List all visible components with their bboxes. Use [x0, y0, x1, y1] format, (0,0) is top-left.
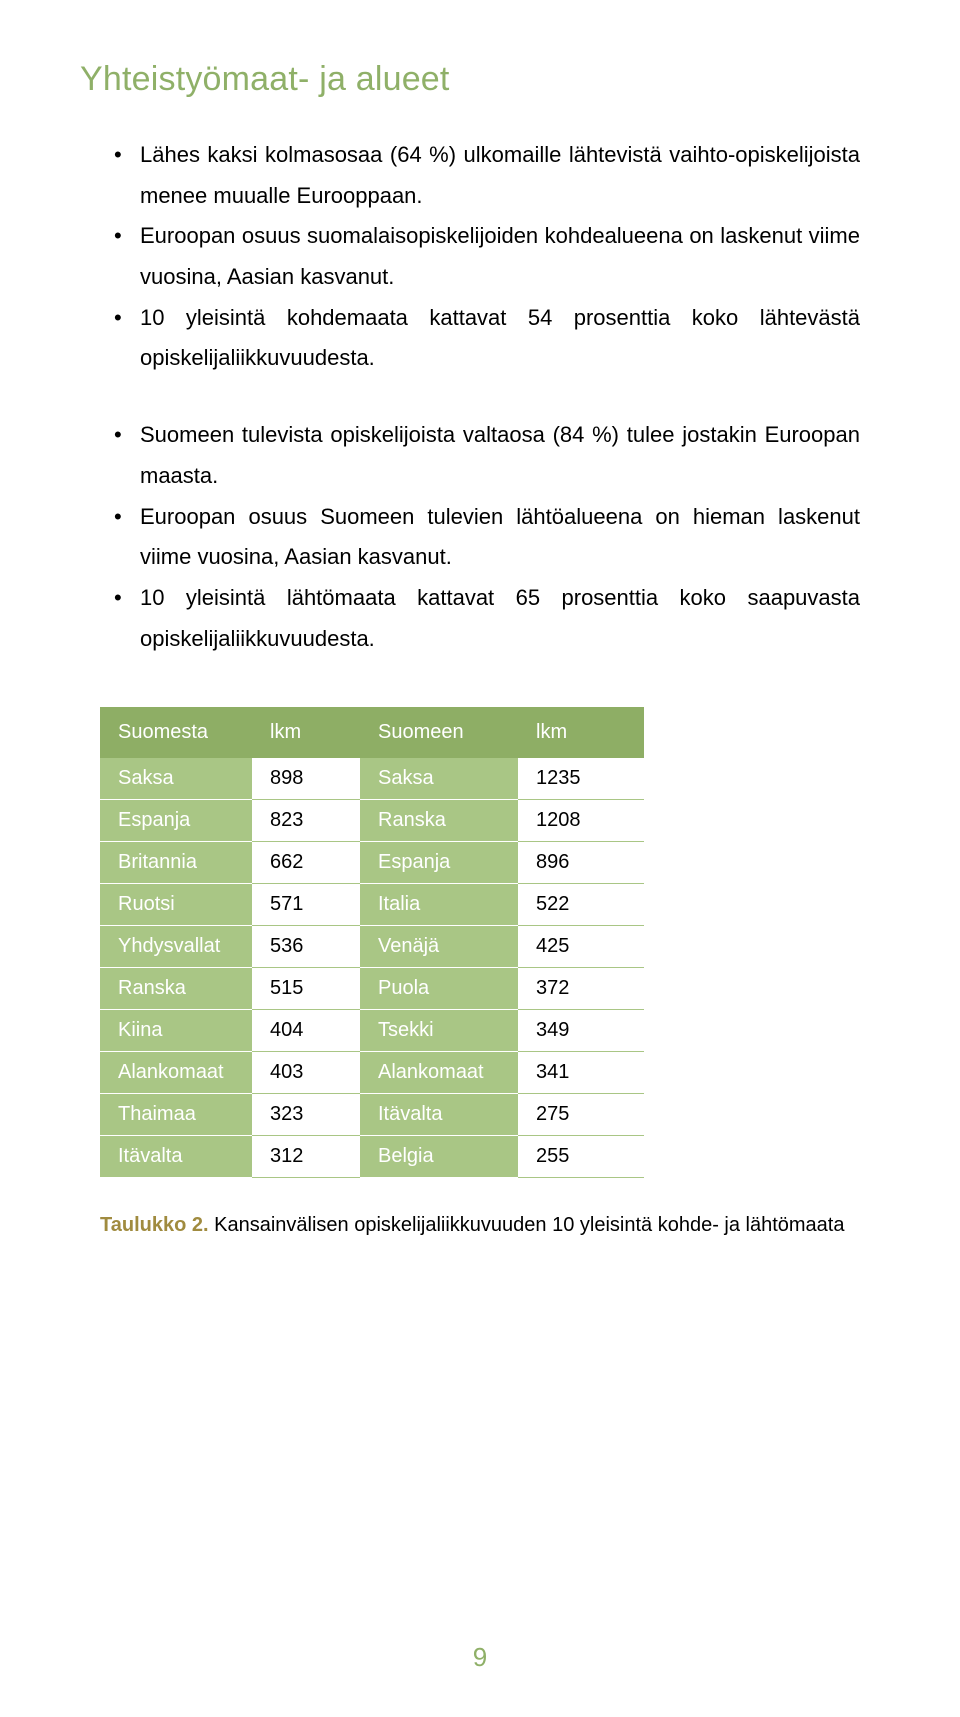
table-row: Yhdysvallat 536 Venäjä 425: [100, 926, 644, 968]
cell-in-count: 255: [518, 1136, 644, 1178]
cell-out-count: 312: [252, 1136, 360, 1178]
bullet-item: Euroopan osuus suomalaisopiskelijoiden k…: [140, 216, 860, 297]
table-row: Itävalta 312 Belgia 255: [100, 1136, 644, 1178]
cell-in-count: 275: [518, 1094, 644, 1136]
cell-in-country: Itävalta: [360, 1094, 518, 1136]
table-header-row: Suomesta lkm Suomeen lkm: [100, 707, 644, 758]
cell-out-country: Espanja: [100, 800, 252, 842]
cell-in-count: 425: [518, 926, 644, 968]
table-caption: Taulukko 2. Kansainvälisen opiskelijalii…: [100, 1210, 880, 1240]
bullet-list-incoming: Suomeen tulevista opiskelijoista valtaos…: [140, 415, 860, 659]
countries-table: Suomesta lkm Suomeen lkm Saksa 898 Saksa…: [100, 707, 644, 1178]
cell-in-count: 341: [518, 1052, 644, 1094]
header-lkm-in: lkm: [518, 707, 644, 758]
cell-in-count: 1208: [518, 800, 644, 842]
page-number: 9: [0, 1642, 960, 1673]
table-row: Britannia 662 Espanja 896: [100, 842, 644, 884]
cell-in-country: Saksa: [360, 758, 518, 800]
bullet-item: Euroopan osuus Suomeen tulevien lähtöalu…: [140, 497, 860, 578]
cell-out-count: 536: [252, 926, 360, 968]
cell-out-count: 515: [252, 968, 360, 1010]
cell-out-count: 404: [252, 1010, 360, 1052]
cell-out-count: 571: [252, 884, 360, 926]
bullet-item: 10 yleisintä lähtömaata kattavat 65 pros…: [140, 578, 860, 659]
cell-out-country: Yhdysvallat: [100, 926, 252, 968]
cell-in-country: Puola: [360, 968, 518, 1010]
cell-in-count: 522: [518, 884, 644, 926]
cell-in-country: Ranska: [360, 800, 518, 842]
caption-label: Taulukko 2.: [100, 1214, 209, 1236]
cell-in-count: 1235: [518, 758, 644, 800]
cell-out-count: 898: [252, 758, 360, 800]
header-suomeen: Suomeen: [360, 707, 518, 758]
header-lkm-out: lkm: [252, 707, 360, 758]
cell-out-count: 323: [252, 1094, 360, 1136]
bullet-item: 10 yleisintä kohdemaata kattavat 54 pros…: [140, 298, 860, 379]
cell-in-country: Espanja: [360, 842, 518, 884]
header-suomesta: Suomesta: [100, 707, 252, 758]
table-row: Alankomaat 403 Alankomaat 341: [100, 1052, 644, 1094]
cell-out-count: 662: [252, 842, 360, 884]
section-heading: Yhteistyömaat- ja alueet: [80, 60, 880, 99]
bullet-list-outgoing: Lähes kaksi kolmasosaa (64 %) ulkomaille…: [140, 135, 860, 379]
table-row: Kiina 404 Tsekki 349: [100, 1010, 644, 1052]
cell-out-country: Thaimaa: [100, 1094, 252, 1136]
cell-in-country: Tsekki: [360, 1010, 518, 1052]
cell-out-country: Britannia: [100, 842, 252, 884]
cell-out-count: 823: [252, 800, 360, 842]
cell-out-country: Ranska: [100, 968, 252, 1010]
bullet-item: Lähes kaksi kolmasosaa (64 %) ulkomaille…: [140, 135, 860, 216]
cell-out-country: Kiina: [100, 1010, 252, 1052]
cell-out-count: 403: [252, 1052, 360, 1094]
caption-text: Kansainvälisen opiskelijaliikkuvuuden 10…: [209, 1214, 845, 1236]
table-row: Thaimaa 323 Itävalta 275: [100, 1094, 644, 1136]
cell-out-country: Saksa: [100, 758, 252, 800]
cell-in-country: Belgia: [360, 1136, 518, 1178]
table-row: Ranska 515 Puola 372: [100, 968, 644, 1010]
table-row: Ruotsi 571 Italia 522: [100, 884, 644, 926]
cell-in-count: 372: [518, 968, 644, 1010]
cell-in-count: 349: [518, 1010, 644, 1052]
bullet-item: Suomeen tulevista opiskelijoista valtaos…: [140, 415, 860, 496]
cell-out-country: Ruotsi: [100, 884, 252, 926]
cell-out-country: Itävalta: [100, 1136, 252, 1178]
cell-in-count: 896: [518, 842, 644, 884]
table-row: Espanja 823 Ranska 1208: [100, 800, 644, 842]
cell-in-country: Italia: [360, 884, 518, 926]
table-row: Saksa 898 Saksa 1235: [100, 758, 644, 800]
cell-out-country: Alankomaat: [100, 1052, 252, 1094]
cell-in-country: Venäjä: [360, 926, 518, 968]
cell-in-country: Alankomaat: [360, 1052, 518, 1094]
